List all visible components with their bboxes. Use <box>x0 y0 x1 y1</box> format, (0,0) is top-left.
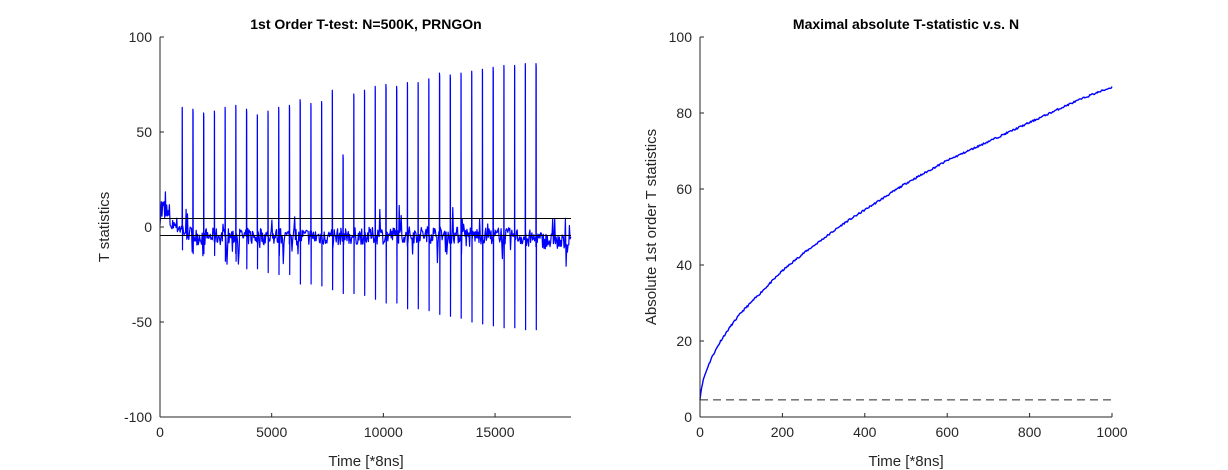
x-tick-label: 15000 <box>476 424 515 440</box>
y-tick-label: 100 <box>669 29 693 45</box>
x-tick-label: 600 <box>936 424 960 440</box>
y-tick-label: 60 <box>676 181 692 197</box>
x-tick-label: 1000 <box>1096 424 1127 440</box>
series-line <box>699 86 1113 400</box>
y-tick-label: 100 <box>129 29 153 45</box>
y-tick-label: -50 <box>132 314 152 330</box>
series-layer <box>699 86 1113 400</box>
y-axis-label: T statistics <box>96 192 113 263</box>
max-abs-t-chart: Maximal absolute T-statistic v.s. N 0 200… <box>643 16 1128 470</box>
threshold-layer <box>160 217 571 237</box>
series-layer <box>159 63 572 331</box>
t-test-chart: 1st Order T-test: N=500K, PRNGOn 0 5000 10… <box>96 16 572 470</box>
x-tick-label: 0 <box>156 424 164 440</box>
x-axis-label: Time [*8ns] <box>328 453 403 470</box>
y-tick-label: 40 <box>676 257 692 273</box>
chart-title: Maximal absolute T-statistic v.s. N <box>793 16 1019 32</box>
chart-title: 1st Order T-test: N=500K, PRNGOn <box>250 16 481 32</box>
y-tick-label: 50 <box>136 124 152 140</box>
x-tick-label: 400 <box>853 424 877 440</box>
x-axis-label: Time [*8ns] <box>868 453 943 470</box>
series-line <box>159 63 572 331</box>
y-tick-label: 0 <box>144 219 152 235</box>
x-tick-label: 0 <box>696 424 704 440</box>
x-tick-label: 200 <box>771 424 795 440</box>
y-axis-label: Absolute 1st order T statistics <box>643 129 660 325</box>
axis-layer: 0 5000 10000 15000 -100 -50 0 50 100 <box>124 29 571 440</box>
y-tick-label: 0 <box>684 409 692 425</box>
x-tick-label: 800 <box>1018 424 1042 440</box>
y-tick-label: 80 <box>676 105 692 121</box>
y-tick-label: -100 <box>124 409 152 425</box>
x-tick-label: 5000 <box>256 424 287 440</box>
axis-layer: 0 200 400 600 800 1000 0 20 40 60 80 100 <box>669 29 1128 440</box>
x-tick-label: 10000 <box>364 424 403 440</box>
y-tick-label: 20 <box>676 333 692 349</box>
